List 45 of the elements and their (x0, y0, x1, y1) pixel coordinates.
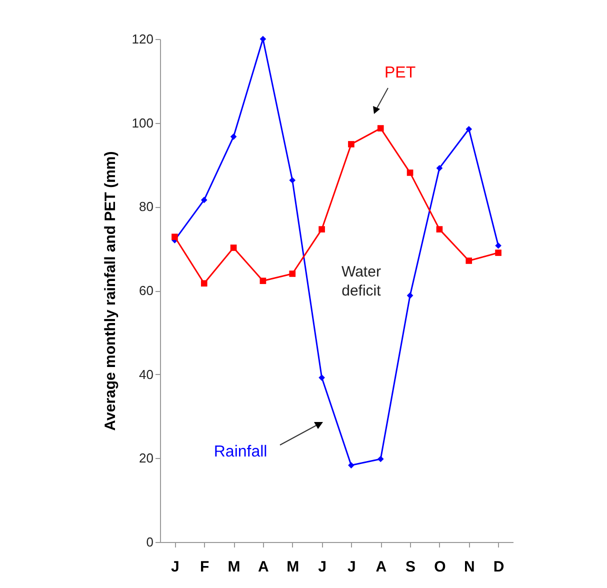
y-tick-label: 20 (139, 450, 154, 466)
point (230, 134, 237, 140)
annotation: Water deficit (341, 264, 382, 300)
point (466, 126, 472, 132)
x-tick-label: J (348, 558, 356, 576)
y-tick-label: 80 (139, 199, 154, 214)
x-tick-label: D (493, 558, 504, 576)
point (377, 125, 384, 132)
point (466, 258, 472, 264)
point (318, 374, 325, 381)
point (436, 164, 443, 172)
point (172, 234, 178, 240)
y-tick-label: 120 (132, 32, 154, 46)
point (289, 177, 296, 184)
point (406, 292, 414, 299)
y-tick-label: 60 (139, 283, 154, 298)
x-tick-label: F (200, 558, 210, 576)
x-tick-label: A (258, 558, 270, 576)
x-tick-label: J (171, 558, 180, 576)
x-tick-label: M (228, 558, 240, 576)
point (318, 226, 325, 232)
point (436, 226, 443, 232)
y-tick-label: 0 (146, 534, 154, 550)
x-tick-label: M (286, 558, 300, 576)
point (377, 456, 384, 462)
point (289, 270, 296, 277)
y-tick-label: 40 (139, 366, 154, 382)
x-tick-label: S (406, 558, 416, 576)
x-tick-label: O (434, 558, 446, 576)
point (495, 242, 502, 249)
x-tick-label: N (464, 558, 475, 576)
point (230, 244, 237, 251)
x-tick-label: J (318, 558, 326, 576)
point (348, 141, 354, 148)
text: Rainfall (214, 443, 268, 460)
point (495, 250, 502, 256)
point (260, 278, 266, 284)
point (200, 280, 208, 287)
y-tick-label: 100 (132, 115, 154, 130)
point (200, 196, 208, 204)
y-axis-title: Average monthly rainfall and PET (mm) (102, 151, 119, 431)
text: PET (384, 64, 416, 82)
point (348, 462, 354, 468)
x-tick-label: A (376, 558, 387, 576)
point (406, 170, 414, 176)
